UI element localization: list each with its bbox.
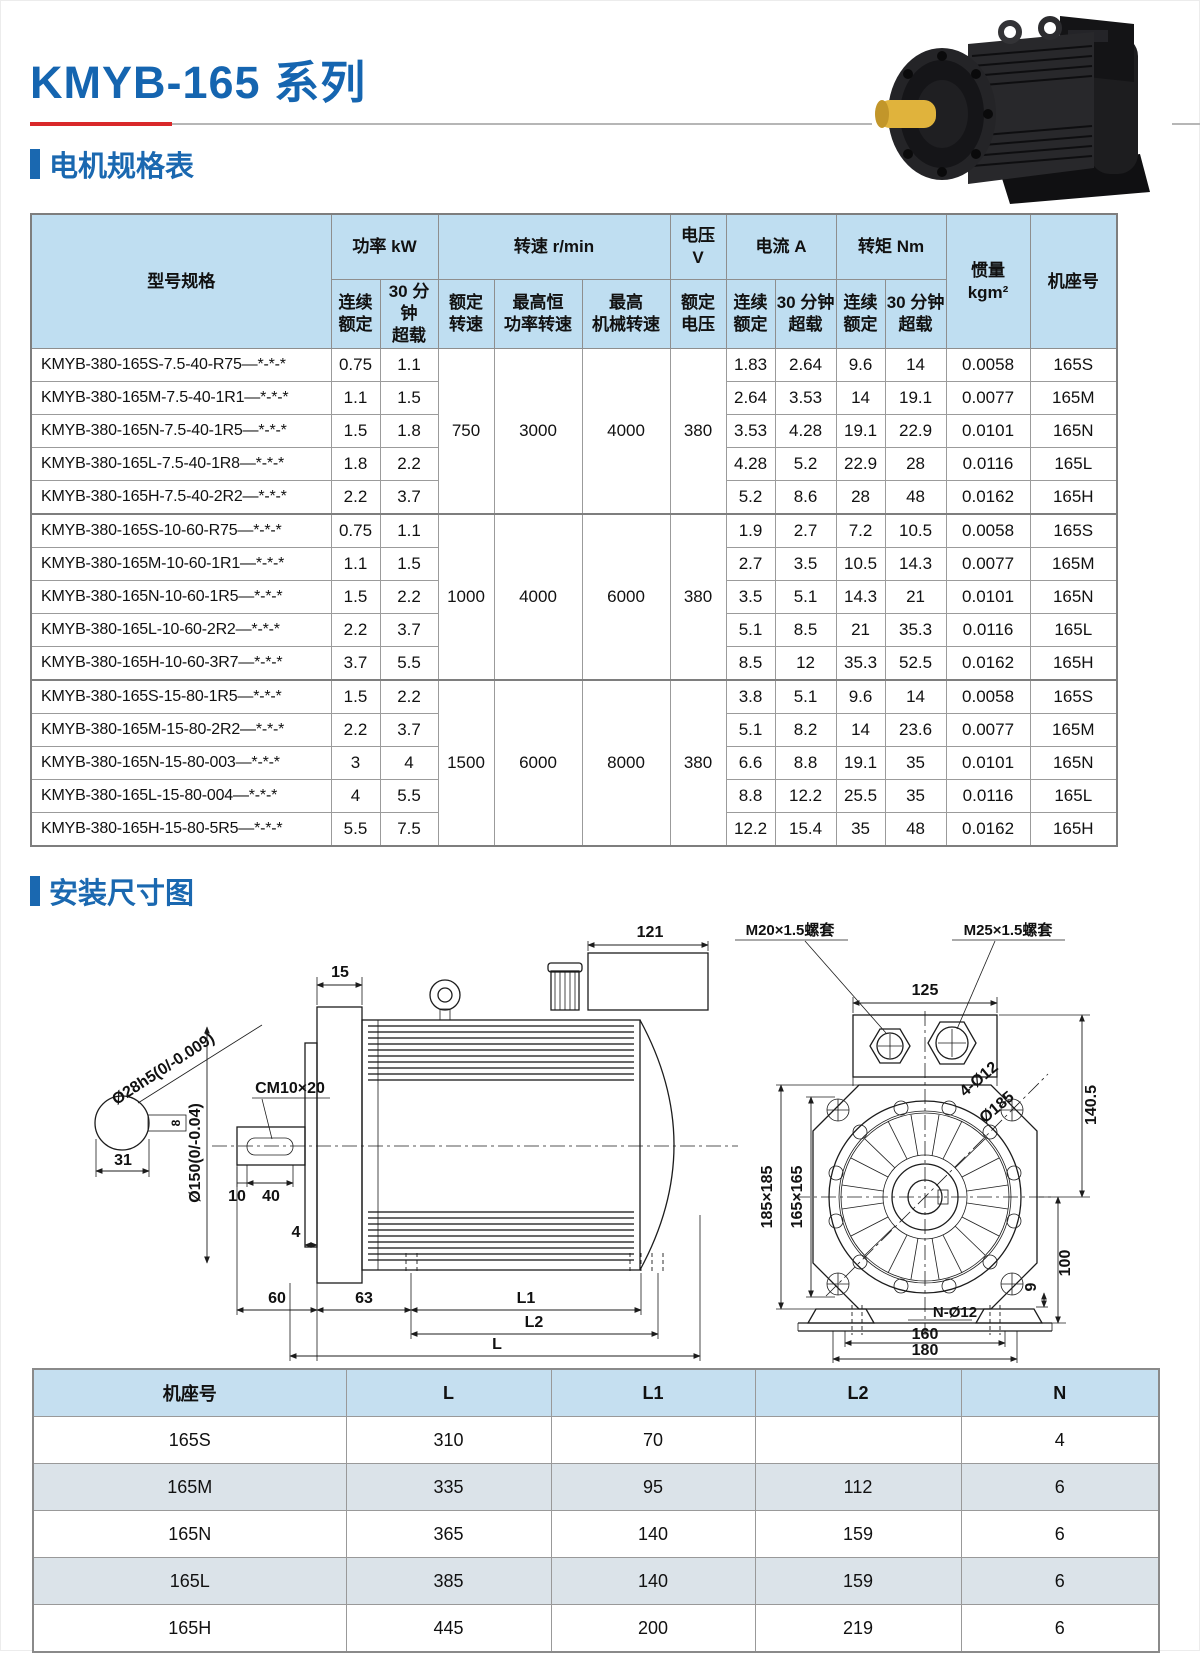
spec-row: KMYB-380-165N-7.5-40-1R5—*-*-* 1.5 1.8 3.53… <box>30 414 1118 449</box>
spec-row: KMYB-380-165L-15-80-004—*-*-* 4 5.5 8.8 12.2… <box>30 779 1118 814</box>
col-torque-cont: 连续 额定 <box>835 278 886 350</box>
spec-row: KMYB-380-165L-7.5-40-1R8—*-*-* 1.8 2.2 4.28… <box>30 447 1118 482</box>
spigot-diameter-label: Ø150(0/-0.04) <box>187 1103 204 1203</box>
dim-l1: L1 <box>517 1290 536 1307</box>
col-torque: 转矩 Nm <box>835 213 947 280</box>
foot-holes-label: N-Ø12 <box>933 1304 977 1321</box>
col-current: 电流 A <box>725 213 837 280</box>
dim-121: 121 <box>637 924 664 941</box>
corner-holes-label: 4-Ø12 <box>957 1059 1002 1101</box>
motor-photo-image <box>872 4 1172 210</box>
page-title: KMYB-165 系列 <box>30 57 367 108</box>
dim-table-row: 165L 385 140 159 6 <box>32 1557 1160 1605</box>
col-power-overload: 30 分钟 超载 <box>379 278 439 350</box>
shaft-diameter-label: Ø28h5(0/-0.009) <box>109 1030 217 1109</box>
dim-tbody: 165S 310 70 4 165M 335 95 112 6 165N 365 140 159 6 165… <box>32 1416 1160 1653</box>
dim-31: 31 <box>114 1152 132 1169</box>
col-power: 功率 kW <box>330 213 439 280</box>
col-speed: 转速 r/min <box>437 213 671 280</box>
dim-table-row: 165H 445 200 219 6 <box>32 1604 1160 1653</box>
dim-4: 4 <box>292 1224 301 1241</box>
dim-100: 100 <box>1057 1250 1074 1277</box>
side-view: 8 31 Ø28h5(0/-0.009) Ø150(0/-0.04) CM10×… <box>94 924 738 1361</box>
spec-row: KMYB-380-165M-15-80-2R2—*-*-* 2.2 3.7 5.1 8.… <box>30 713 1118 748</box>
frame-dimension-table: 机座号 L L1 L2 N 165S 310 70 4 165M 335 95 112 6 165… <box>32 1368 1160 1653</box>
keyway-label: CM10×20 <box>255 1080 325 1097</box>
front-view: M20×1.5螺套 M25×1.5螺套 125 <box>735 921 1100 1363</box>
dim-table-row: 165M 335 95 112 6 <box>32 1463 1160 1511</box>
section-mounting-header: 安装尺寸图 <box>30 870 194 912</box>
dim-40: 40 <box>262 1188 280 1205</box>
dim-col-l: L <box>345 1368 552 1417</box>
dim-table-header-row: 机座号 L L1 L2 N <box>32 1368 1160 1417</box>
section-spec-header: 电机规格表 <box>30 143 194 185</box>
dim-l2: L2 <box>525 1314 544 1331</box>
title-rule-gray <box>172 123 1200 125</box>
dim-15: 15 <box>331 964 349 981</box>
dim-col-n: N <box>960 1368 1160 1417</box>
spec-row: KMYB-380-165M-7.5-40-1R1—*-*-* 1.1 1.5 2.64… <box>30 381 1118 416</box>
section-bar-icon <box>30 149 40 179</box>
section-spec-title: 电机规格表 <box>49 151 195 183</box>
spec-row: KMYB-380-165N-15-80-003—*-*-* 3 4 6.6 8.8 19.… <box>30 746 1118 781</box>
dim-180: 180 <box>912 1342 939 1359</box>
dim-63: 63 <box>355 1290 373 1307</box>
spec-row: KMYB-380-165S-15-80-1R5—*-*-* 1.5 2.2 1500 6… <box>30 679 1118 847</box>
section-bar-icon <box>30 876 40 906</box>
col-torque-overload: 30 分钟 超载 <box>884 278 947 350</box>
dim-col-l2: L2 <box>754 1368 962 1417</box>
spec-row: KMYB-380-165N-10-60-1R5—*-*-* 1.5 2.2 3.5 5.… <box>30 580 1118 615</box>
dim-165sq: 165×165 <box>789 1166 806 1229</box>
dim-table-row: 165N 365 140 159 6 <box>32 1510 1160 1558</box>
col-model: 型号规格 <box>30 213 332 350</box>
spec-row: KMYB-380-165M-10-60-1R1—*-*-* 1.1 1.5 2.7 3.… <box>30 547 1118 582</box>
col-frame: 机座号 <box>1029 213 1118 350</box>
section-mounting-title: 安装尺寸图 <box>49 878 195 910</box>
spec-table: 型号规格 功率 kW 转速 r/min 电压 V 电流 A 转矩 Nm 惯量 k… <box>30 213 1118 848</box>
dim-table-row: 165S 310 70 4 <box>32 1416 1160 1464</box>
dim-l: L <box>492 1336 502 1353</box>
col-rated-voltage: 额定 电压 <box>669 278 727 350</box>
col-current-cont: 连续 额定 <box>725 278 776 350</box>
bushing-m25-label: M25×1.5螺套 <box>964 921 1054 939</box>
col-power-cont: 连续 额定 <box>330 278 381 350</box>
bushing-m20-label: M20×1.5螺套 <box>746 921 836 939</box>
dim-col-frame: 机座号 <box>32 1368 347 1417</box>
dim-125: 125 <box>912 982 939 999</box>
dim-140-5: 140.5 <box>1083 1085 1100 1125</box>
dim-col-l1: L1 <box>550 1368 756 1417</box>
col-current-overload: 30 分钟 超载 <box>774 278 837 350</box>
spec-row: KMYB-380-165S-10-60-R75—*-*-* 0.75 1.1 1000… <box>30 513 1118 681</box>
col-max-const-speed: 最高恒 功率转速 <box>493 278 583 350</box>
dim-185sq: 185×185 <box>759 1166 776 1229</box>
spec-row: KMYB-380-165H-15-80-5R5—*-*-* 5.5 7.5 12.2 1… <box>30 812 1118 847</box>
col-inertia: 惯量 kgm² <box>945 213 1031 350</box>
dim-9: 9 <box>1023 1282 1040 1291</box>
spec-row: KMYB-380-165H-7.5-40-2R2—*-*-* 2.2 3.7 5.2 8… <box>30 480 1118 515</box>
title-rule-red <box>30 122 172 126</box>
col-voltage: 电压 V <box>669 213 727 280</box>
col-max-mech-speed: 最高 机械转速 <box>581 278 671 350</box>
dim-160: 160 <box>912 1326 939 1343</box>
spec-row: KMYB-380-165S-7.5-40-R75—*-*-* 0.75 1.1 750… <box>30 348 1118 515</box>
spec-row: KMYB-380-165L-10-60-2R2—*-*-* 2.2 3.7 5.1 8.… <box>30 613 1118 648</box>
dim-60: 60 <box>268 1290 286 1307</box>
spec-tbody: KMYB-380-165S-7.5-40-R75—*-*-* 0.75 1.1 750… <box>30 348 1118 847</box>
dim-key-width: 8 <box>169 1119 183 1126</box>
dimension-drawing: 8 31 Ø28h5(0/-0.009) Ø150(0/-0.04) CM10×… <box>94 921 1100 1363</box>
col-rated-speed: 额定 转速 <box>437 278 495 350</box>
